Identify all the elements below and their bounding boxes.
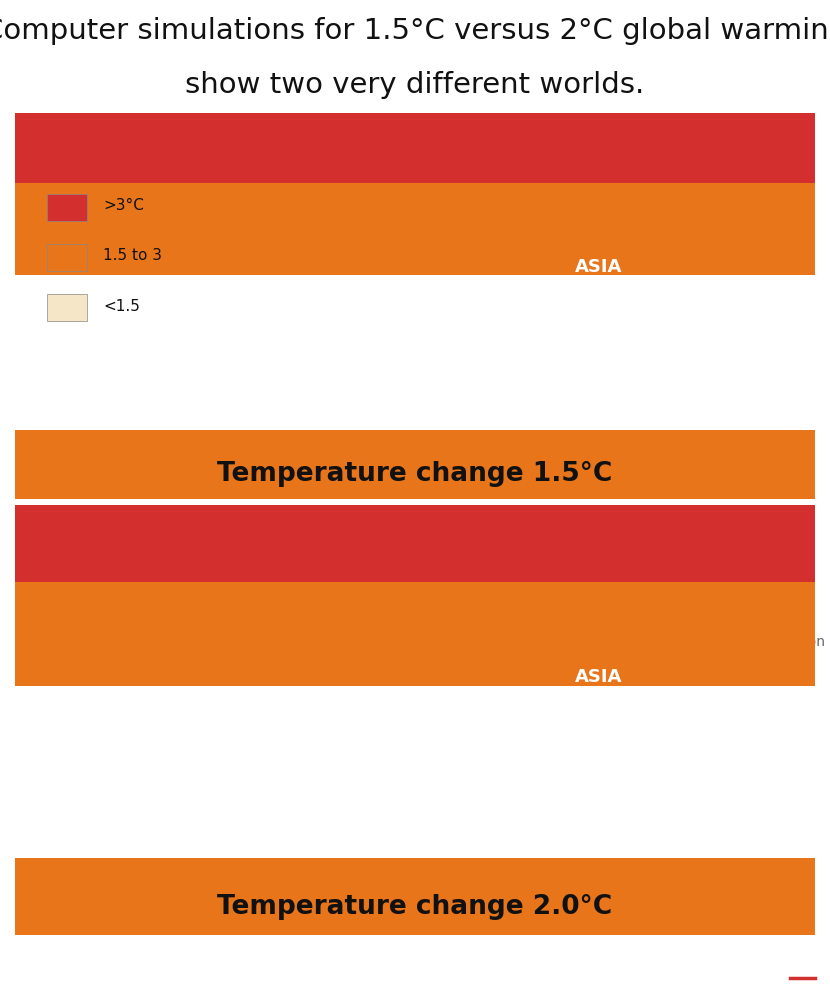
Text: AFRICA: AFRICA: [394, 328, 468, 346]
Bar: [47, 295, 87, 321]
Text: show two very different worlds.: show two very different worlds.: [185, 71, 645, 99]
Bar: [47, 244, 87, 271]
Bar: [15, 505, 815, 582]
Text: Temperature change 1.5°C: Temperature change 1.5°C: [217, 461, 613, 487]
Text: ASIA: ASIA: [575, 669, 622, 686]
Text: AFRICA: AFRICA: [394, 746, 468, 764]
Text: Temperature change 2.0°C: Temperature change 2.0°C: [217, 895, 613, 921]
Bar: [15, 113, 815, 183]
Bar: [15, 430, 815, 499]
Text: >3°C: >3°C: [103, 198, 144, 213]
Text: ASIA: ASIA: [575, 259, 622, 277]
Text: AMERICA: AMERICA: [185, 297, 276, 315]
Bar: [15, 448, 815, 499]
Bar: [15, 880, 815, 935]
Text: 1.5 to 3: 1.5 to 3: [103, 248, 162, 263]
Bar: [15, 858, 815, 935]
Text: Computer simulations for 1.5°C versus 2°C global warming: Computer simulations for 1.5°C versus 2°…: [0, 17, 830, 45]
Bar: [15, 582, 815, 685]
Bar: [15, 183, 815, 275]
Text: <1.5: <1.5: [103, 299, 139, 313]
Text: AMERICA: AMERICA: [185, 711, 276, 729]
Text: SOURCE: Intergovernmental Panel on Climate Change: SOURCE: Intergovernmental Panel on Clima…: [566, 635, 830, 650]
Bar: [47, 194, 87, 221]
